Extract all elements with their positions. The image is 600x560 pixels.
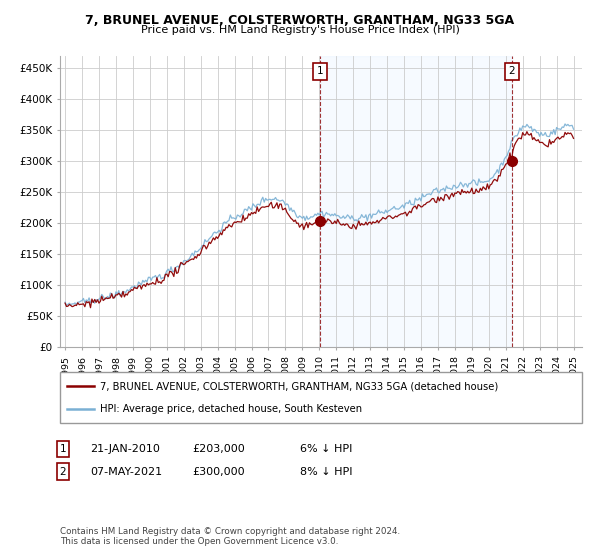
- Text: Contains HM Land Registry data © Crown copyright and database right 2024.
This d: Contains HM Land Registry data © Crown c…: [60, 526, 400, 546]
- Text: 8% ↓ HPI: 8% ↓ HPI: [300, 466, 353, 477]
- Text: £300,000: £300,000: [192, 466, 245, 477]
- Text: 7, BRUNEL AVENUE, COLSTERWORTH, GRANTHAM, NG33 5GA (detached house): 7, BRUNEL AVENUE, COLSTERWORTH, GRANTHAM…: [100, 381, 499, 391]
- Bar: [320, 56, 512, 347]
- Text: Price paid vs. HM Land Registry's House Price Index (HPI): Price paid vs. HM Land Registry's House …: [140, 25, 460, 35]
- Text: £203,000: £203,000: [192, 444, 245, 454]
- Text: 2: 2: [59, 466, 67, 477]
- Text: 21-JAN-2010: 21-JAN-2010: [90, 444, 160, 454]
- Text: 1: 1: [59, 444, 67, 454]
- Text: 7, BRUNEL AVENUE, COLSTERWORTH, GRANTHAM, NG33 5GA: 7, BRUNEL AVENUE, COLSTERWORTH, GRANTHAM…: [85, 14, 515, 27]
- Text: 6% ↓ HPI: 6% ↓ HPI: [300, 444, 352, 454]
- Text: 2: 2: [509, 67, 515, 77]
- Text: 07-MAY-2021: 07-MAY-2021: [90, 466, 162, 477]
- Text: HPI: Average price, detached house, South Kesteven: HPI: Average price, detached house, Sout…: [100, 404, 362, 414]
- Text: 1: 1: [317, 67, 323, 77]
